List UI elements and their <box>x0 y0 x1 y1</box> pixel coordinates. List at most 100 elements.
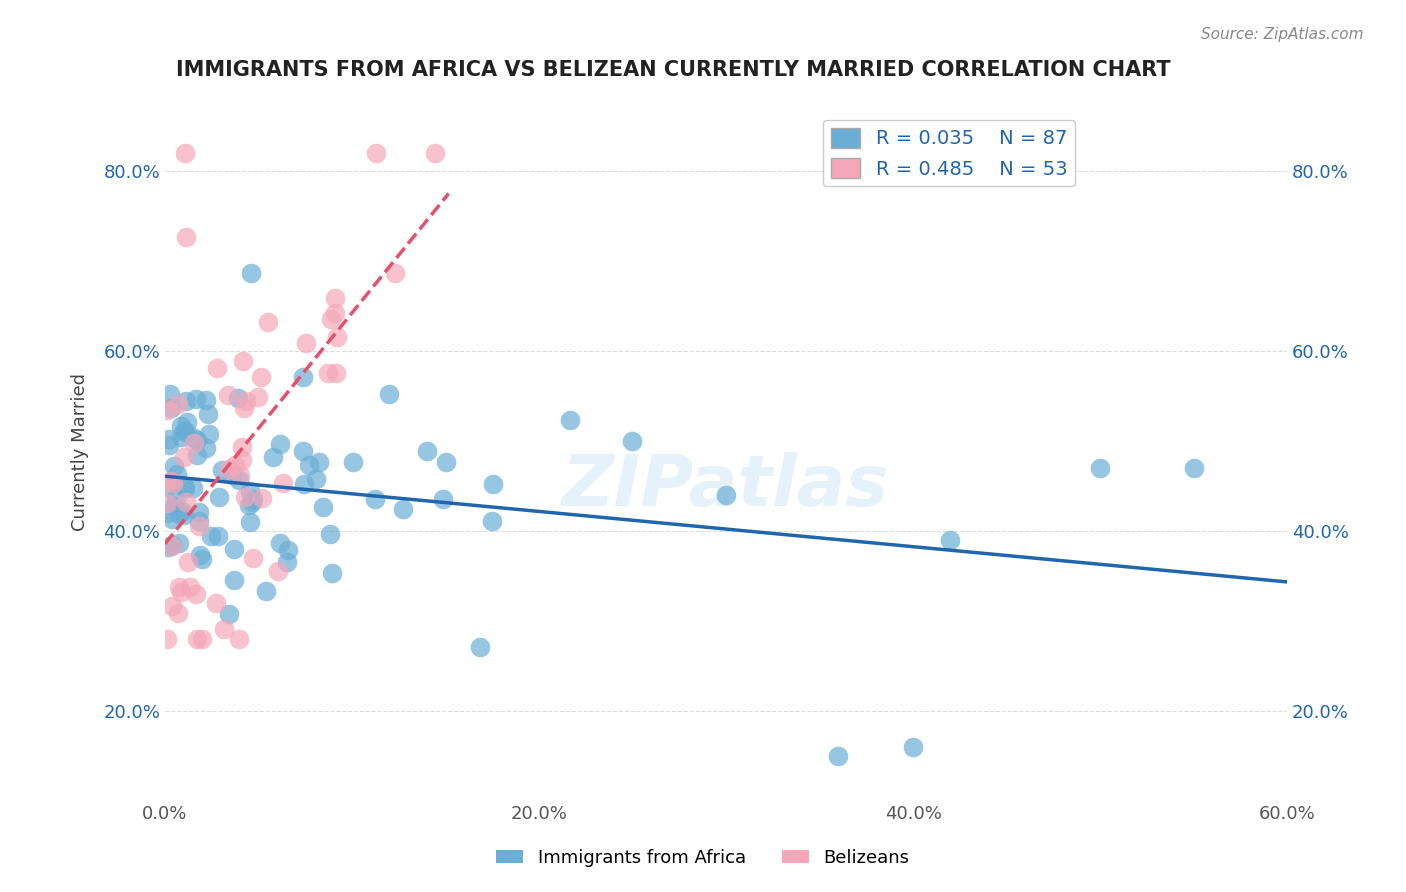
Point <box>232 354 254 368</box>
Point <box>157 540 180 554</box>
Point <box>468 640 491 655</box>
Point <box>160 599 183 613</box>
Point <box>326 330 349 344</box>
Point <box>250 491 273 505</box>
Point <box>481 476 503 491</box>
Point <box>319 527 342 541</box>
Legend: Immigrants from Africa, Belizeans: Immigrants from Africa, Belizeans <box>489 842 917 874</box>
Point <box>249 370 271 384</box>
Point <box>160 512 183 526</box>
Point <box>621 434 644 448</box>
Point <box>321 312 343 326</box>
Point <box>195 441 218 455</box>
Point <box>205 361 228 376</box>
Point <box>423 145 446 160</box>
Point <box>901 739 924 754</box>
Point <box>162 459 184 474</box>
Point <box>323 291 346 305</box>
Point <box>269 437 291 451</box>
Point <box>247 390 270 404</box>
Point <box>267 564 290 578</box>
Point <box>434 455 457 469</box>
Point <box>156 402 179 417</box>
Point <box>229 468 252 483</box>
Point <box>239 266 262 280</box>
Point <box>186 434 208 448</box>
Point <box>173 450 195 465</box>
Point <box>432 492 454 507</box>
Point <box>156 480 179 494</box>
Point <box>239 483 262 498</box>
Point <box>217 388 239 402</box>
Point <box>197 407 219 421</box>
Point <box>157 433 180 447</box>
Point <box>167 536 190 550</box>
Point <box>269 536 291 550</box>
Point <box>186 449 208 463</box>
Point <box>174 230 197 244</box>
Point <box>183 435 205 450</box>
Point <box>231 453 253 467</box>
Point <box>167 397 190 411</box>
Point <box>277 543 299 558</box>
Point <box>188 548 211 562</box>
Point <box>321 566 343 580</box>
Point <box>173 508 195 522</box>
Point <box>224 574 246 588</box>
Point <box>162 475 184 490</box>
Point <box>156 506 179 520</box>
Point <box>167 508 190 522</box>
Point <box>188 519 211 533</box>
Point <box>256 315 278 329</box>
Point <box>170 419 193 434</box>
Point <box>273 475 295 490</box>
Point <box>174 425 197 440</box>
Point <box>156 632 179 646</box>
Point <box>416 444 439 458</box>
Point <box>242 491 264 506</box>
Point <box>312 500 335 514</box>
Point <box>231 440 253 454</box>
Point <box>204 596 226 610</box>
Point <box>224 458 246 473</box>
Point <box>238 498 260 512</box>
Point <box>481 514 503 528</box>
Point <box>174 481 197 495</box>
Point <box>177 555 200 569</box>
Point <box>378 387 401 401</box>
Point <box>364 491 387 506</box>
Point <box>560 413 582 427</box>
Point <box>167 606 190 620</box>
Point <box>308 455 330 469</box>
Point <box>181 481 204 495</box>
Point <box>174 145 197 160</box>
Point <box>191 632 214 646</box>
Point <box>222 541 245 556</box>
Point <box>1182 460 1205 475</box>
Point <box>325 366 347 380</box>
Point <box>262 450 284 464</box>
Point <box>323 306 346 320</box>
Point <box>218 607 240 621</box>
Point <box>221 468 243 483</box>
Text: ZIPatlas: ZIPatlas <box>562 452 890 521</box>
Point <box>256 583 278 598</box>
Point <box>173 479 195 493</box>
Point <box>305 472 328 486</box>
Point <box>276 555 298 569</box>
Point <box>176 415 198 429</box>
Point <box>169 580 191 594</box>
Point <box>228 473 250 487</box>
Point <box>174 495 197 509</box>
Point <box>714 488 737 502</box>
Point <box>200 528 222 542</box>
Point <box>939 533 962 547</box>
Point <box>165 491 187 505</box>
Point <box>170 585 193 599</box>
Point <box>195 392 218 407</box>
Point <box>172 503 194 517</box>
Point <box>183 432 205 446</box>
Point <box>240 495 263 509</box>
Point <box>298 458 321 472</box>
Point <box>292 370 315 384</box>
